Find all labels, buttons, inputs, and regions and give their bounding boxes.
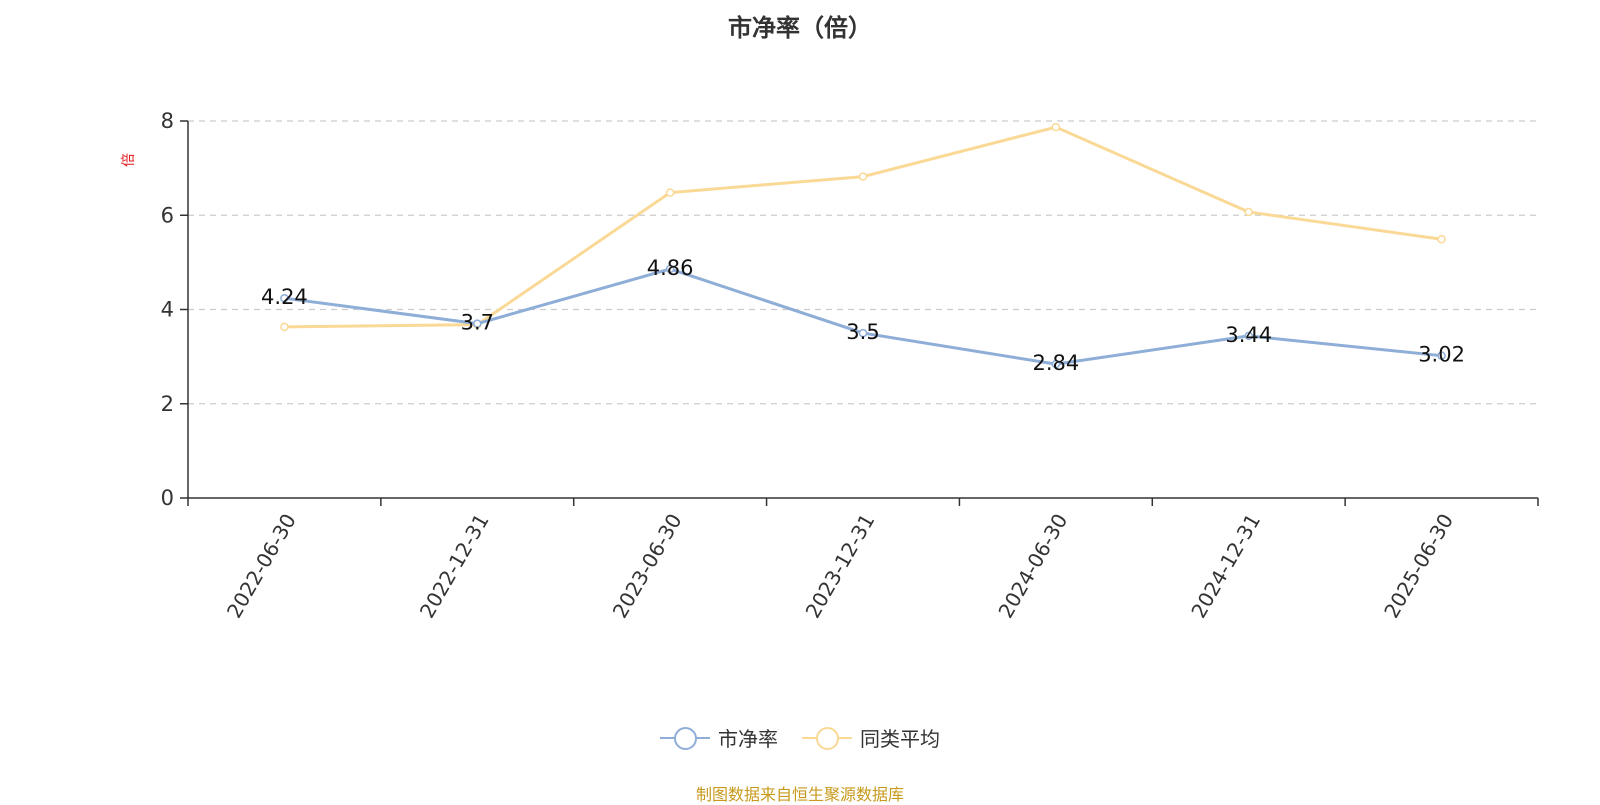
series-line bbox=[284, 125, 1442, 329]
x-tick-label: 2023-12-31 bbox=[801, 510, 880, 623]
x-tick-label: 2024-12-31 bbox=[1186, 510, 1265, 623]
y-tick-label: 0 bbox=[161, 486, 174, 510]
data-label: 4.86 bbox=[647, 256, 694, 280]
x-tick-label: 2024-06-30 bbox=[993, 510, 1072, 623]
data-point bbox=[858, 328, 868, 338]
data-label: 4.24 bbox=[261, 285, 308, 309]
x-tick-label: 2022-12-31 bbox=[415, 510, 494, 623]
data-point bbox=[1437, 351, 1446, 360]
data-label: 2.84 bbox=[1032, 351, 1079, 375]
data-point bbox=[1244, 207, 1253, 217]
data-point bbox=[1051, 359, 1061, 369]
data-point bbox=[665, 188, 675, 197]
data-point bbox=[280, 322, 289, 332]
data-point bbox=[665, 264, 675, 274]
y-tick-label: 2 bbox=[161, 392, 174, 416]
y-tick-label: 8 bbox=[161, 109, 174, 133]
data-point bbox=[280, 293, 289, 303]
x-tick-label: 2023-06-30 bbox=[608, 510, 687, 623]
grid-lines bbox=[188, 120, 1538, 405]
source-note: 制图数据来自恒生聚源数据库 bbox=[695, 785, 904, 804]
y-tick-label: 6 bbox=[161, 203, 174, 227]
legend-marker-icon bbox=[660, 725, 710, 751]
data-labels: 4.24 3.7 4.86 3.5 2.84 3.44 3.02 bbox=[261, 256, 1465, 375]
legend-label: 市净率 bbox=[718, 727, 778, 751]
data-label: 3.02 bbox=[1418, 343, 1465, 367]
y-tick-label: 4 bbox=[161, 298, 174, 322]
x-tick-label: 2022-06-30 bbox=[222, 510, 301, 623]
x-tick-label: 2025-06-30 bbox=[1379, 510, 1458, 623]
series-line bbox=[284, 267, 1442, 366]
data-point bbox=[473, 319, 482, 328]
legend-marker-icon bbox=[802, 725, 852, 751]
data-label: 3.5 bbox=[846, 320, 879, 344]
line-chart: 0 2 4 6 8 2022-06-30 2022-12-31 2023-06-30 2023-… bbox=[161, 109, 1539, 623]
data-point bbox=[1244, 331, 1253, 341]
axes: 0 2 4 6 8 2022-06-30 2022-12-31 2023-06-30 2023-… bbox=[161, 109, 1539, 623]
legend-label: 同类平均 bbox=[860, 727, 940, 751]
data-point bbox=[1051, 122, 1061, 132]
chart-title: 市净率（倍） bbox=[728, 14, 872, 42]
legend: 市净率 同类平均 bbox=[0, 723, 1600, 752]
legend-item-series-0[interactable]: 市净率 bbox=[660, 723, 778, 752]
data-point bbox=[1437, 235, 1446, 244]
data-point bbox=[858, 172, 868, 181]
data-label: 3.7 bbox=[461, 311, 494, 335]
legend-item-series-1[interactable]: 同类平均 bbox=[802, 723, 940, 752]
data-label: 3.44 bbox=[1225, 323, 1272, 347]
series-lines bbox=[280, 122, 1446, 369]
